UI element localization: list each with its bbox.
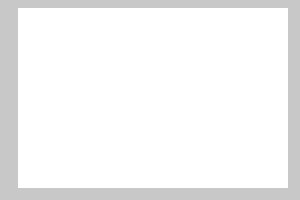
X-axis label: Optical Density: Optical Density [136, 174, 206, 183]
Y-axis label: Concentration(pg/mL): Concentration(pg/mL) [28, 36, 38, 136]
